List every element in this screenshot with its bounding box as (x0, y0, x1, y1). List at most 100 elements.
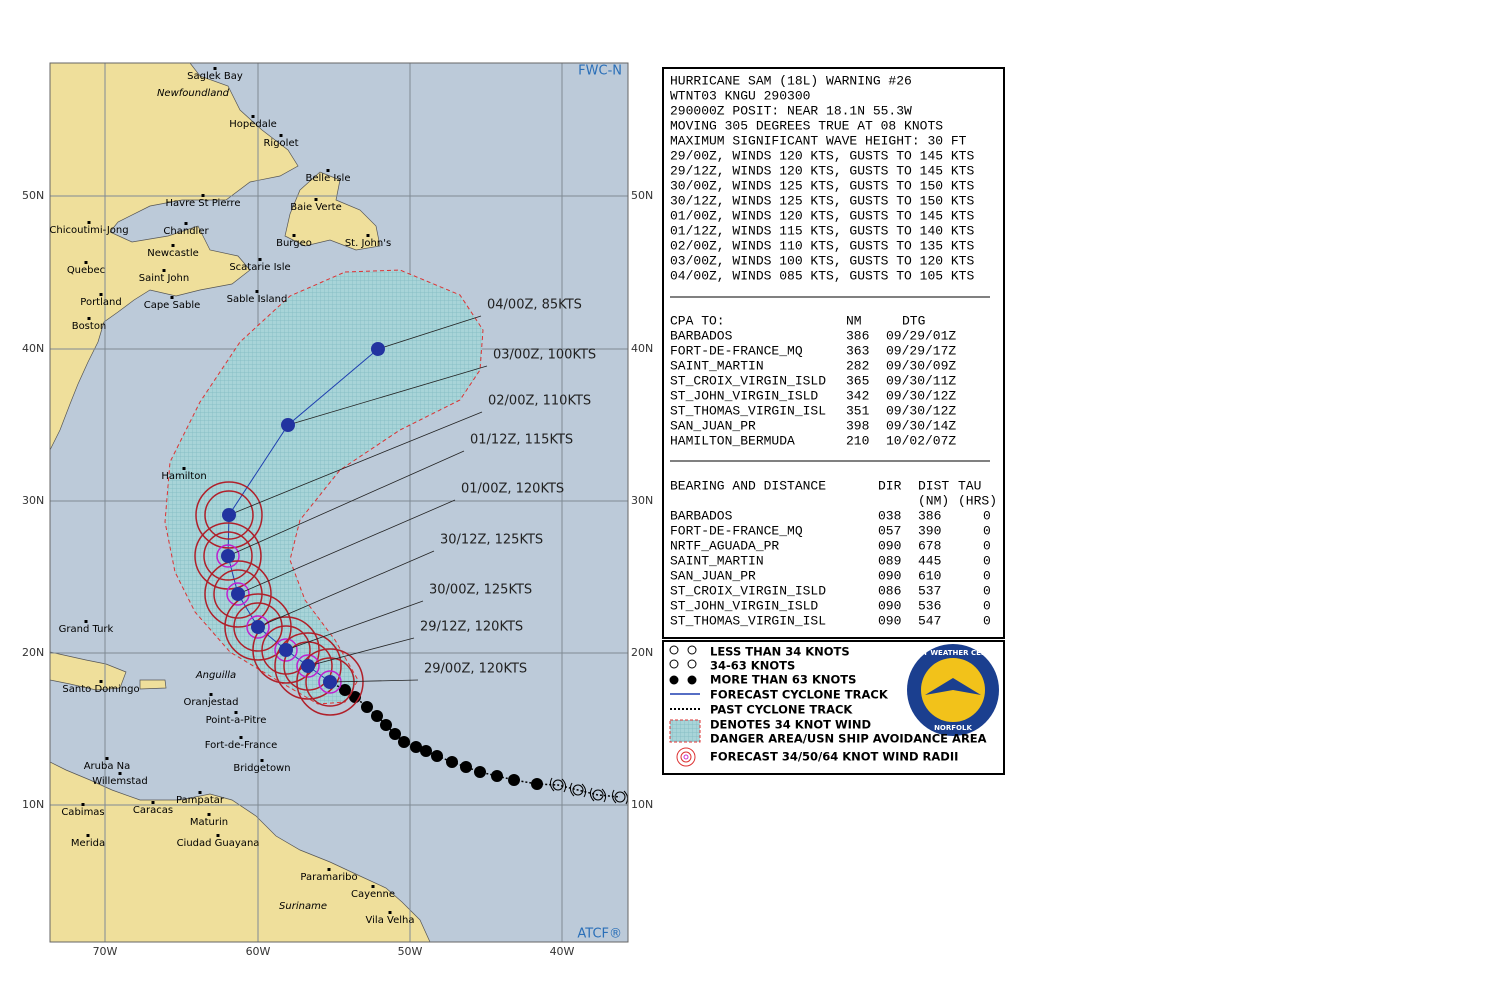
cpa-cell: 09/30/11Z (886, 373, 956, 388)
past-position (398, 736, 410, 748)
bearing-cell: 0 (983, 538, 991, 553)
place-label: Rigolet (263, 138, 298, 149)
past-position (431, 750, 443, 762)
corner-label: ATCF® (577, 927, 622, 942)
label-leader (329, 679, 419, 683)
place-label: Paramaribo (300, 872, 357, 883)
place-dot (209, 693, 213, 696)
place-dot (255, 290, 259, 293)
forecast-position (301, 659, 315, 673)
bearing-cell: 0 (983, 598, 991, 613)
place-label: Saint John (139, 273, 189, 284)
place-label: Portland (80, 297, 121, 308)
lat-label: 20N (22, 646, 44, 659)
cpa-cell: SAINT_MARTIN (670, 358, 764, 373)
cpa-cell: 282 (846, 358, 869, 373)
bearing-cell: 0 (983, 508, 991, 523)
bearing-cell: 0 (983, 613, 991, 628)
place-label: Ciudad Guayana (177, 838, 260, 849)
warning-line: 30/12Z, WINDS 125 KTS, GUSTS TO 150 KTS (670, 193, 974, 208)
bearing-cell: ST_JOHN_VIRGIN_ISLD (670, 598, 818, 613)
cpa-cell: 398 (846, 418, 869, 433)
label-leader (257, 550, 435, 628)
warning-line: 02/00Z, WINDS 110 KTS, GUSTS TO 135 KTS (670, 238, 974, 253)
cpa-cell: BARBADOS (670, 328, 733, 343)
cpa-cell: 09/29/17Z (886, 343, 956, 358)
cpa-cell: 09/30/14Z (886, 418, 956, 433)
forecast-position (221, 549, 235, 563)
bearing-cell: SAN_JUAN_PR (670, 568, 756, 583)
label-leader (287, 365, 488, 426)
place-dot (87, 221, 91, 224)
lat-label: 10N (22, 798, 44, 811)
legend-text: DENOTES 34 KNOT WIND (710, 718, 871, 732)
place-label: Sable Island (227, 294, 288, 305)
text-panel (662, 67, 1005, 639)
bearing-cell: 090 (878, 568, 901, 583)
lat-label: 10N (631, 798, 653, 811)
legend-text: LESS THAN 34 KNOTS (710, 645, 850, 659)
wind-radius (296, 654, 320, 678)
cpa-cell: 10/02/07Z (886, 433, 956, 448)
past-position (339, 684, 351, 696)
place-dot (105, 757, 109, 760)
legend-text: FORECAST 34/50/64 KNOT WIND RADII (710, 750, 958, 764)
bearing-cell: 089 (878, 553, 901, 568)
wind-radius (226, 582, 250, 606)
bearing-cell: 0 (983, 568, 991, 583)
lat-label: 50N (22, 189, 44, 202)
place-label: Fort-de-France (205, 740, 278, 751)
warning-line: 03/00Z, WINDS 100 KTS, GUSTS TO 120 KTS (670, 253, 974, 268)
bearing-header: TAU (958, 478, 981, 493)
label-leader (228, 411, 483, 516)
wind-radius (246, 615, 270, 639)
place-dot (326, 169, 330, 172)
bearing-cell: 0 (983, 553, 991, 568)
legend-text: FORECAST CYCLONE TRACK (710, 688, 889, 702)
place-label: Oranjestad (184, 697, 239, 708)
bearing-cell: 090 (878, 538, 901, 553)
place-dot (86, 834, 90, 837)
forecast-position (281, 418, 295, 432)
place-dot (198, 791, 202, 794)
cpa-cell: 365 (846, 373, 869, 388)
cpa-cell: 363 (846, 343, 869, 358)
place-label: Bridgetown (233, 763, 290, 774)
past-position (371, 710, 383, 722)
cpa-header: NM (846, 313, 862, 328)
bearing-cell: BARBADOS (670, 508, 733, 523)
bearing-cell: 090 (878, 598, 901, 613)
cpa-cell: 09/30/12Z (886, 403, 956, 418)
bearing-subheader: (NM) (918, 493, 949, 508)
track-label: 01/00Z, 120KTS (461, 482, 564, 497)
legend-text: 34-63 KNOTS (710, 659, 795, 673)
cpa-cell: FORT-DE-FRANCE_MQ (670, 343, 803, 358)
past-position (508, 774, 520, 786)
warning-line: HURRICANE SAM (18L) WARNING #26 (670, 73, 912, 88)
corner-label: FWC-N (578, 64, 622, 79)
land (50, 651, 127, 691)
track-label: 04/00Z, 85KTS (487, 298, 582, 313)
track-label: 30/12Z, 125KTS (440, 533, 543, 548)
warning-line: 290000Z POSIT: NEAR 18.1N 55.3W (670, 103, 912, 118)
cpa-cell: ST_JOHN_VIRGIN_ISLD (670, 388, 818, 403)
bearing-cell: 536 (918, 598, 941, 613)
place-dot (207, 813, 211, 816)
legend-text: PAST CYCLONE TRACK (710, 703, 853, 717)
place-label: Suriname (279, 901, 327, 912)
wind-radius (274, 638, 298, 662)
warning-line: 29/00Z, WINDS 120 KTS, GUSTS TO 145 KTS (670, 148, 974, 163)
bearing-subheader: (HRS) (958, 493, 997, 508)
place-label: Cayenne (351, 889, 395, 900)
logo: FLEET WEATHER CENTER NORFOLK (904, 644, 1002, 736)
land (284, 171, 381, 251)
lon-label: 70W (93, 945, 118, 958)
label-leader (285, 600, 424, 651)
lat-label: 30N (631, 494, 653, 507)
place-label: Scatarie Isle (229, 262, 290, 273)
past-position (614, 791, 626, 803)
place-dot (327, 868, 331, 871)
past-position (572, 784, 584, 796)
place-dot (234, 711, 238, 714)
label-leader (377, 315, 482, 350)
